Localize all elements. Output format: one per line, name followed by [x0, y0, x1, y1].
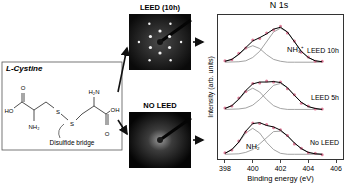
svg-text:406: 406	[330, 165, 342, 172]
svg-text:NH₂: NH₂	[29, 124, 41, 130]
svg-text:O: O	[21, 85, 26, 91]
svg-text:Intensity (arb. units): Intensity (arb. units)	[207, 56, 215, 117]
svg-text:O: O	[105, 131, 110, 137]
svg-text:LEED 10h: LEED 10h	[307, 47, 339, 54]
svg-text:OH: OH	[111, 107, 120, 113]
svg-text:398: 398	[219, 165, 231, 172]
svg-text:NO LEED: NO LEED	[143, 101, 177, 110]
svg-text:Disulfide bridge: Disulfide bridge	[50, 139, 95, 147]
svg-text:NH₃⁺: NH₃⁺	[287, 45, 304, 54]
svg-text:402: 402	[275, 165, 287, 172]
svg-text:LEED (10h): LEED (10h)	[140, 3, 181, 12]
svg-text:400: 400	[247, 165, 259, 172]
svg-text:S: S	[56, 109, 60, 115]
svg-text:N 1s: N 1s	[270, 0, 289, 10]
svg-text:H₂N: H₂N	[89, 89, 100, 95]
svg-text:HO: HO	[5, 108, 14, 114]
svg-text:NH₂: NH₂	[246, 142, 260, 151]
svg-text:Binding energy (eV): Binding energy (eV)	[247, 174, 314, 183]
svg-text:LEED 5h: LEED 5h	[311, 94, 339, 101]
svg-text:No LEED: No LEED	[310, 139, 339, 146]
svg-text:S: S	[70, 121, 74, 127]
svg-text:L-Cystine: L-Cystine	[6, 64, 43, 73]
svg-text:404: 404	[302, 165, 314, 172]
